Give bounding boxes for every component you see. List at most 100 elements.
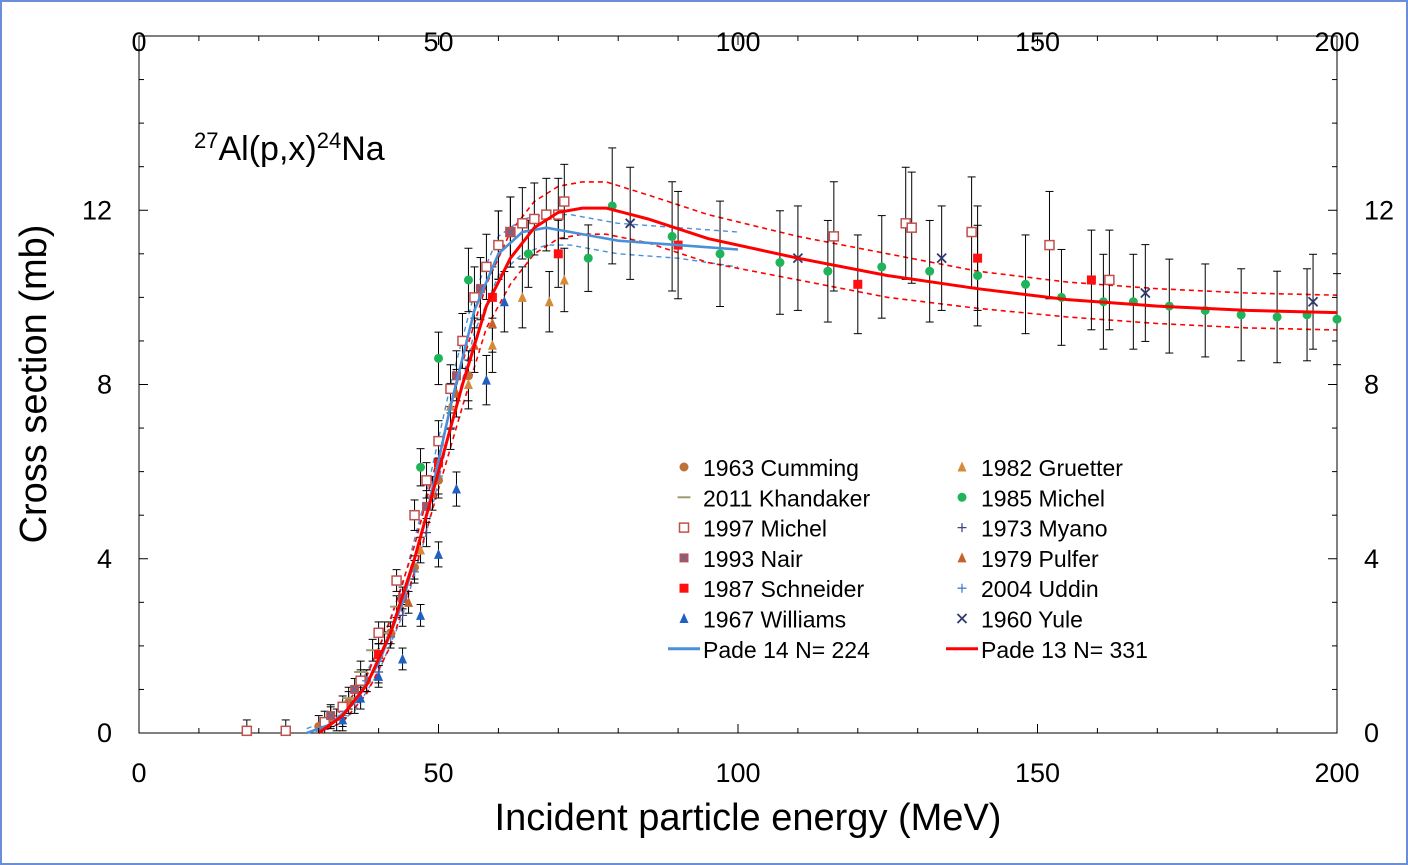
legend-entry: 1960 Yule	[956, 607, 1083, 633]
x-tick-label-top: 50	[423, 27, 453, 57]
point-marker	[559, 196, 570, 207]
legend-entry: 1973 Myano	[957, 516, 1108, 542]
point-marker	[487, 318, 497, 329]
point-marker	[1021, 279, 1031, 289]
point-marker	[517, 218, 528, 229]
legend-entry: 1985 Michel	[957, 485, 1105, 511]
point-marker	[678, 522, 690, 533]
point-marker	[957, 552, 967, 563]
legend-label: 1963 Cumming	[703, 455, 859, 481]
fit-curves	[306, 206, 1338, 735]
point-marker	[973, 253, 983, 263]
point-marker	[1140, 287, 1151, 299]
point-marker	[823, 266, 833, 276]
legend-label: 1985 Michel	[981, 485, 1105, 511]
y-tick-label-left: 4	[97, 544, 112, 574]
reaction-element-2: Na	[341, 130, 385, 168]
point-marker	[391, 575, 402, 586]
point-marker	[451, 483, 461, 494]
point-marker	[421, 475, 432, 486]
point-marker	[463, 275, 473, 285]
point-marker	[957, 583, 967, 593]
point-marker	[1236, 310, 1246, 320]
point-marker	[1086, 275, 1096, 285]
axis-ticks	[138, 35, 1338, 734]
point-marker	[422, 528, 432, 538]
legend-entry: 2004 Uddin	[957, 576, 1099, 602]
point-marker	[544, 296, 554, 307]
x-tick-label-bottom: 50	[423, 758, 453, 788]
plot-area	[138, 35, 1338, 734]
legend-label: 2004 Uddin	[981, 576, 1099, 602]
point-marker	[523, 249, 533, 259]
point-marker	[241, 725, 253, 737]
point-marker-cross	[350, 685, 359, 694]
point-marker	[667, 231, 677, 241]
x-tick-label-bottom: 150	[1015, 758, 1060, 788]
point-marker	[517, 291, 527, 302]
point-marker	[679, 583, 689, 593]
point-marker	[338, 714, 348, 725]
legend-entry: 2011 Khandaker	[677, 485, 870, 511]
point-marker	[1272, 312, 1282, 322]
point-marker	[957, 523, 967, 533]
point-marker	[398, 653, 408, 664]
y-tick-label-left: 8	[97, 370, 112, 400]
legend-entry-fit: Pade 13 N= 331	[946, 637, 1148, 663]
legend-label: 1960 Yule	[981, 607, 1083, 633]
point-marker	[625, 218, 636, 229]
x-axis-title: Incident particle energy (MeV)	[495, 797, 1002, 839]
x-tick-label-top: 0	[131, 27, 146, 57]
point-marker	[529, 213, 540, 225]
point-marker	[493, 239, 504, 251]
point-marker	[374, 670, 384, 681]
y-tick-label-right: 0	[1364, 718, 1379, 748]
x-tick-label-top: 150	[1015, 27, 1060, 57]
legend-label: 1973 Myano	[981, 516, 1108, 542]
point-marker	[416, 462, 426, 472]
point-marker	[280, 725, 292, 737]
y-tick-label-left: 12	[82, 195, 112, 225]
point-marker	[373, 627, 384, 639]
legend-entry: 1963 Cumming	[679, 455, 859, 481]
legend-entry: 1979 Pulfer	[957, 546, 1099, 572]
legend-fit-label: Pade 14 N= 224	[703, 637, 870, 663]
legend-entry: 1993 Nair	[679, 546, 803, 572]
point-marker	[481, 261, 492, 273]
legend-entry: 1982 Gruetter	[957, 455, 1123, 481]
legend-label: 1987 Schneider	[703, 576, 864, 602]
legend-label: 1979 Pulfer	[981, 546, 1099, 572]
reaction-element-1: Al(p,x)	[218, 130, 316, 168]
point-marker	[1307, 296, 1319, 307]
x-tick-label-bottom: 100	[715, 758, 760, 788]
legend-entry: 1967 Williams	[679, 607, 846, 633]
point-marker	[966, 226, 977, 238]
legend-entry-fit: Pade 14 N= 224	[668, 637, 870, 663]
x-tick-label-bottom: 0	[131, 758, 146, 788]
point-marker	[925, 266, 935, 276]
point-marker	[1332, 314, 1342, 324]
y-axis-title: Cross section (mb)	[13, 225, 55, 544]
point-marker	[1044, 239, 1055, 251]
point-marker	[715, 249, 725, 259]
point-marker	[374, 650, 384, 660]
point-marker	[936, 253, 947, 264]
point-marker	[1104, 274, 1115, 286]
point-marker	[956, 613, 968, 624]
reaction-label: 27Al(p,x)24Na	[194, 128, 385, 168]
point-marker	[416, 609, 426, 620]
legend-label: 1997 Michel	[703, 516, 827, 542]
point-marker	[404, 596, 414, 607]
point-marker	[906, 222, 917, 233]
y-tick-label-left: 0	[97, 718, 112, 748]
point-marker	[973, 271, 983, 281]
point-marker	[877, 262, 887, 272]
legend-label: 1967 Williams	[703, 607, 846, 633]
reaction-mass-1: 27	[194, 128, 218, 153]
point-marker	[356, 692, 366, 703]
point-marker	[434, 353, 443, 363]
x-tick-label-top: 100	[715, 27, 760, 57]
y-tick-label-right: 4	[1364, 544, 1379, 574]
